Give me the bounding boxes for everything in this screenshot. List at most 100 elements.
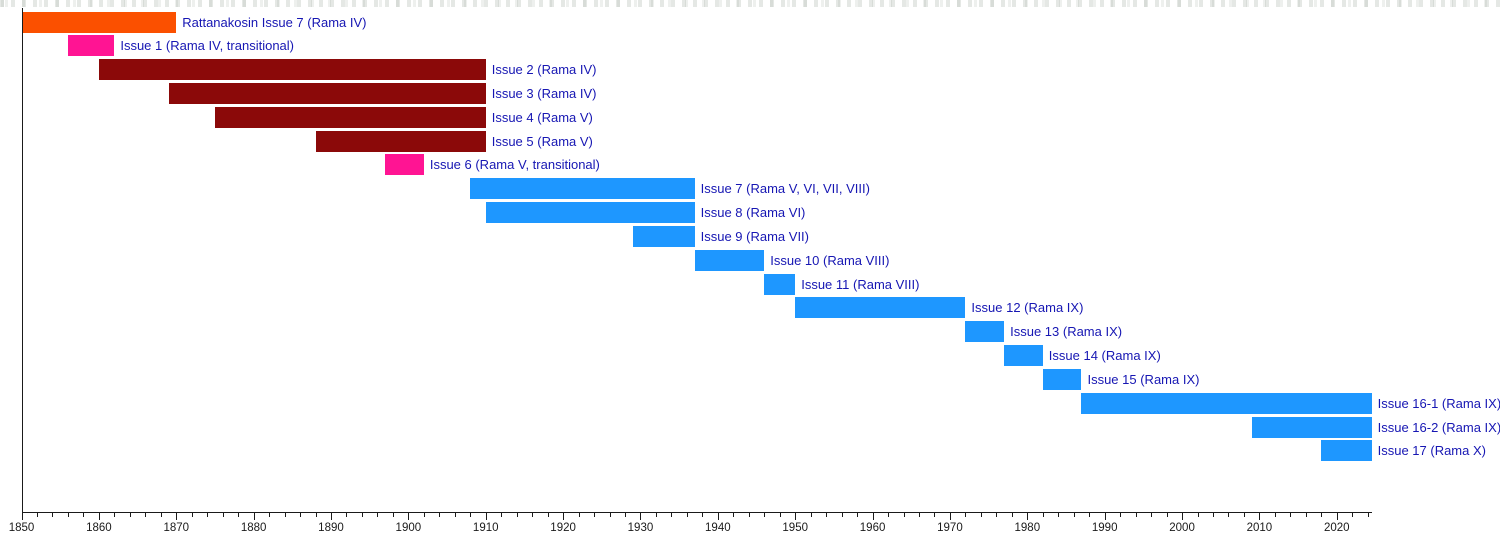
axis-tick-minor <box>532 513 534 517</box>
axis-tick-label: 1920 <box>550 522 576 534</box>
axis-tick-major <box>1027 513 1029 520</box>
axis-tick-minor <box>377 513 379 517</box>
timeline-bar-label[interactable]: Issue 4 (Rama V) <box>491 109 593 125</box>
axis-tick-minor <box>1135 513 1137 517</box>
axis-tick-minor <box>980 513 982 517</box>
axis-tick-minor <box>1290 513 1292 517</box>
axis-tick-minor <box>919 513 920 517</box>
timeline-bar-label[interactable]: Issue 8 (Rama VI) <box>700 205 806 221</box>
axis-tick-minor <box>439 513 441 517</box>
axis-tick-minor <box>1367 513 1369 517</box>
timeline-bar[interactable] <box>1081 392 1372 414</box>
axis-tick-major <box>408 513 410 520</box>
axis-tick-minor <box>67 513 69 517</box>
axis-tick-minor <box>841 513 843 517</box>
timeline-bar-label[interactable]: Issue 1 (Rama IV, transitional) <box>120 38 294 54</box>
axis-tick-minor <box>903 513 905 517</box>
timeline-bar-label[interactable]: Issue 13 (Rama IX) <box>1010 324 1123 340</box>
timeline-bar-label[interactable]: Issue 12 (Rama IX) <box>971 300 1084 316</box>
axis-tick-minor <box>826 513 828 517</box>
timeline-bar[interactable] <box>67 35 115 57</box>
axis-tick-minor <box>1166 513 1168 517</box>
axis-tick-minor <box>315 513 317 517</box>
timeline-bar-label[interactable]: Issue 10 (Rama VIII) <box>770 252 890 268</box>
axis-tick-label: 1880 <box>240 522 267 534</box>
timeline-bar[interactable] <box>1042 368 1082 390</box>
timeline-bar-label[interactable]: Rattanakosin Issue 7 (Rama IV) <box>182 14 367 30</box>
axis-tick-label: 1990 <box>1091 522 1118 534</box>
timeline-bar[interactable] <box>694 249 765 271</box>
axis-tick-minor <box>609 513 611 517</box>
axis-tick-minor <box>1011 513 1013 517</box>
timeline-bar[interactable] <box>485 202 695 224</box>
timeline-bar[interactable] <box>1321 440 1372 462</box>
axis-tick-minor <box>1197 513 1199 517</box>
axis-tick-minor <box>501 513 503 517</box>
timeline-bar[interactable] <box>1251 416 1372 438</box>
timeline-bar-label[interactable]: Issue 2 (Rama IV) <box>491 62 597 78</box>
timeline-bar[interactable] <box>214 106 486 128</box>
axis-tick-minor <box>810 513 812 517</box>
axis-tick-minor <box>1058 513 1060 517</box>
axis-tick-major <box>1336 513 1338 520</box>
axis-tick-minor <box>1151 513 1153 517</box>
axis-tick-major <box>1104 513 1106 520</box>
timeline-bar-label[interactable]: Issue 16-1 (Rama IX) <box>1377 395 1500 411</box>
axis-tick-label: 1910 <box>472 522 499 534</box>
axis-tick-label: 1850 <box>8 522 35 534</box>
timeline-bar-label[interactable]: Issue 7 (Rama V, VI, VII, VIII) <box>700 181 870 197</box>
axis-tick-minor <box>160 513 162 517</box>
timeline-bar[interactable] <box>795 297 966 319</box>
timeline-bar-label[interactable]: Issue 6 (Rama V, transitional) <box>429 157 600 173</box>
axis-tick-label: 1900 <box>395 522 422 534</box>
axis-tick-label: 1950 <box>782 522 808 534</box>
axis-tick-minor <box>114 513 116 517</box>
timeline-bar[interactable] <box>1004 345 1043 367</box>
axis-tick-minor <box>222 513 224 517</box>
axis-tick-major <box>717 513 719 520</box>
axis-tick-minor <box>392 513 394 517</box>
axis-tick-minor <box>686 513 688 517</box>
axis-tick-label: 1870 <box>163 522 190 534</box>
axis-tick-major <box>563 513 565 520</box>
axis-tick-major <box>485 513 487 520</box>
axis-tick-minor <box>1274 513 1276 517</box>
clipped-text-artifact <box>0 0 1500 7</box>
timeline-bar[interactable] <box>98 59 486 81</box>
timeline-bar[interactable] <box>385 154 424 176</box>
axis-tick-minor <box>1305 513 1307 517</box>
timeline-bar-label[interactable]: Issue 5 (Rama V) <box>491 133 593 149</box>
timeline-bar[interactable] <box>315 130 486 152</box>
axis-tick-minor <box>52 513 54 517</box>
timeline-bar[interactable] <box>965 321 1005 343</box>
timeline-bar-label[interactable]: Issue 3 (Rama IV) <box>491 85 597 101</box>
axis-tick-minor <box>207 513 209 517</box>
axis-tick-minor <box>779 513 781 517</box>
axis-tick-label: 2010 <box>1246 522 1273 534</box>
timeline-bar[interactable] <box>632 225 695 247</box>
axis-tick-minor <box>702 513 704 517</box>
axis-tick-minor <box>36 513 38 517</box>
axis-tick-major <box>949 513 951 520</box>
axis-tick-label: 2020 <box>1324 522 1350 534</box>
timeline-bar[interactable] <box>470 178 695 200</box>
axis-tick-minor <box>284 513 286 517</box>
timeline-bar[interactable] <box>168 82 486 104</box>
axis-tick-major <box>21 513 23 520</box>
timeline-bar[interactable] <box>21 11 177 33</box>
axis-tick-major <box>253 513 255 520</box>
timeline-bar-label[interactable]: Issue 14 (Rama IX) <box>1048 348 1161 364</box>
timeline-bar-label[interactable]: Issue 11 (Rama VIII) <box>801 276 920 292</box>
axis-tick-minor <box>1073 513 1075 517</box>
axis-tick-major <box>1182 513 1184 520</box>
timeline-bar-label[interactable]: Issue 17 (Rama X) <box>1377 443 1486 459</box>
timeline-bar[interactable] <box>764 273 796 295</box>
axis-tick-major <box>176 513 178 520</box>
axis-tick-label: 1860 <box>86 522 112 534</box>
axis-tick-label: 1890 <box>318 522 344 534</box>
axis-tick-minor <box>764 513 766 517</box>
timeline-bar-label[interactable]: Issue 15 (Rama IX) <box>1087 371 1200 387</box>
timeline-bar-label[interactable]: Issue 16-2 (Rama IX) <box>1377 419 1500 435</box>
timeline-bar-label[interactable]: Issue 9 (Rama VII) <box>700 228 809 244</box>
